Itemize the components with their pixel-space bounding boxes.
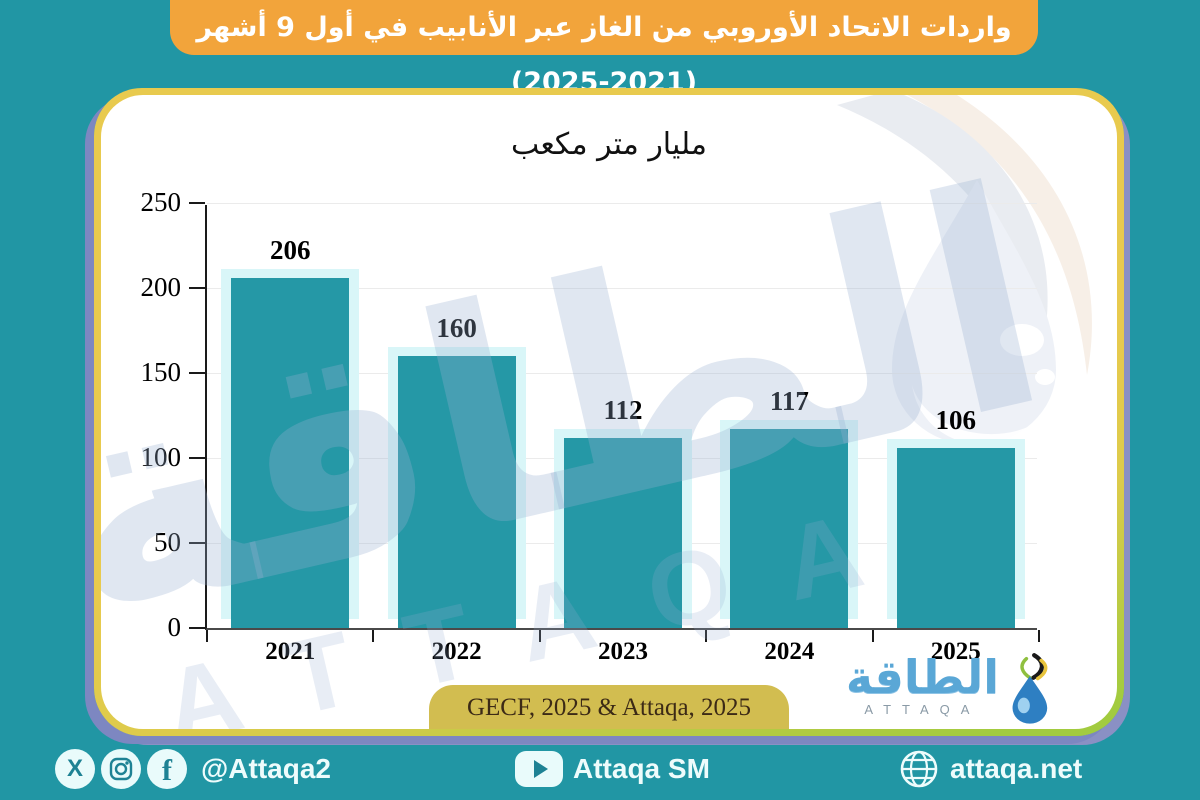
- page-title: واردات الاتحاد الأوروبي من الغاز عبر الأ…: [196, 12, 1012, 98]
- bar-2024: [730, 429, 849, 628]
- youtube-channel-label: Attaqa SM: [573, 752, 710, 784]
- attaqa-logo: الطاقة ATTAQA: [846, 653, 1055, 725]
- y-tick-150: [189, 372, 205, 374]
- x-tick-5: [1038, 630, 1040, 642]
- chart-card-inner: الطاقة ATTAQA مليار متر مكعب 0 50 100 150 20…: [101, 95, 1117, 729]
- gridline-200: [207, 288, 1037, 289]
- x-axis-label-2024: 2024: [764, 638, 815, 665]
- title-banner: واردات الاتحاد الأوروبي من الغاز عبر الأ…: [170, 0, 1038, 98]
- x-axis-label-2023: 2023: [597, 638, 648, 665]
- footer-bar: X f @Attaqa2 Attaqa SM at: [0, 737, 1200, 800]
- y-axis-label-0: 0: [167, 612, 182, 642]
- x-axis-label-2021: 2021: [265, 638, 316, 665]
- y-axis-label-150: 150: [140, 357, 182, 387]
- y-tick-250: [189, 202, 205, 204]
- source-badge: GECF, 2025 & Attaqa, 2025: [429, 685, 789, 729]
- x-tick-0: [206, 630, 208, 642]
- bar-2025: [896, 447, 1015, 628]
- bar-value-2023: 112: [603, 394, 643, 425]
- y-axis-label-50: 50: [154, 527, 181, 557]
- plot-area: 0 50 100 150 200 250 206 2021 160 2022 112 2023 117 2…: [141, 187, 1040, 665]
- bar-value-2025: 106: [935, 404, 977, 435]
- attaqa-logo-arabic: الطاقة: [845, 650, 999, 704]
- source-label: GECF, 2025 & Attaqa, 2025: [466, 694, 752, 721]
- gridline-150: [207, 373, 1037, 374]
- x-tick-4: [871, 630, 874, 642]
- y-tick-50: [189, 542, 205, 544]
- attaqa-droplet-icon: [1012, 653, 1048, 724]
- y-tick-200: [189, 287, 205, 289]
- x-tick-1: [372, 630, 375, 642]
- bar-2023: [564, 437, 682, 628]
- y-axis-label-100: 100: [140, 442, 182, 472]
- y-tick-0: [189, 627, 205, 629]
- bar-2021: [231, 277, 350, 628]
- website-label: attaqa.net: [950, 752, 1083, 784]
- instagram-icon: [101, 748, 141, 789]
- droplet-swirl-watermark-icon: [837, 95, 1092, 445]
- bar-value-2024: 117: [769, 386, 809, 417]
- footer-youtube-group: Attaqa SM: [515, 737, 710, 800]
- attaqa-logo-latin: ATTAQA: [864, 702, 981, 717]
- y-axis-label-250: 250: [140, 187, 182, 217]
- x-axis-label-2025: 2025: [930, 638, 981, 665]
- gridline-250: [207, 203, 1037, 204]
- footer-social-group: X f @Attaqa2: [55, 737, 331, 800]
- x-tick-3: [705, 630, 708, 642]
- bar-value-2022: 160: [436, 313, 477, 343]
- globe-icon: [900, 750, 938, 787]
- chart-card: الطاقة ATTAQA مليار متر مكعب 0 50 100 150 20…: [94, 88, 1124, 736]
- y-axis-label-200: 200: [140, 272, 182, 302]
- x-axis-label-2022: 2022: [431, 638, 482, 665]
- bar-value-2021: 206: [269, 234, 311, 265]
- youtube-icon: [515, 750, 563, 787]
- y-tick-100: [189, 457, 205, 459]
- bar-2022: [397, 356, 516, 628]
- facebook-icon: f: [147, 748, 187, 789]
- social-handle: @Attaqa2: [201, 752, 331, 784]
- x-twitter-icon: X: [55, 748, 95, 789]
- chart-title: مليار متر مكعب: [511, 127, 707, 162]
- x-tick-2: [538, 630, 541, 642]
- footer-website-group: attaqa.net: [898, 737, 1082, 800]
